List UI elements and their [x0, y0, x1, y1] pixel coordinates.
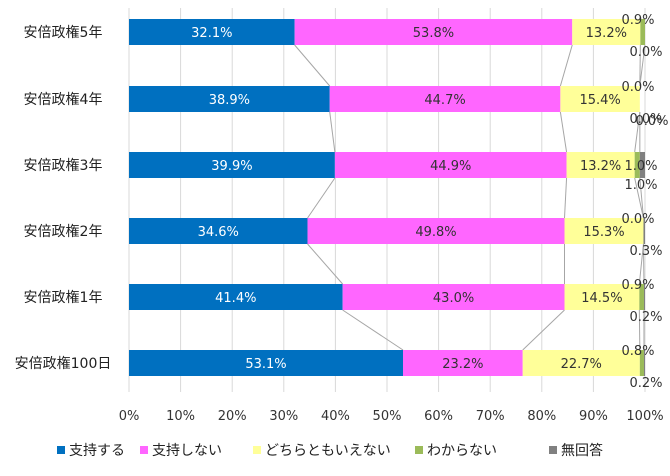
data-label: 0.0% [629, 45, 662, 60]
data-label: 23.2% [442, 357, 483, 372]
data-label: 1.0% [624, 178, 657, 193]
legend-swatch [415, 446, 423, 454]
data-label: 39.9% [211, 159, 252, 174]
series-line [343, 310, 403, 350]
legend-label: 支持する [69, 443, 125, 459]
data-label: 44.7% [424, 93, 465, 108]
data-label: 22.7% [561, 357, 602, 372]
series-line [560, 112, 566, 152]
data-label: 0.9% [621, 278, 654, 293]
data-label: 0.0% [635, 114, 668, 129]
data-label: 0.0% [621, 80, 654, 95]
legend-label: 支持しない [152, 443, 222, 459]
data-label: 49.8% [415, 225, 456, 240]
legend-label: どちらともいえない [265, 443, 391, 459]
data-label: 0.2% [629, 376, 662, 391]
series-line [330, 112, 335, 152]
data-label: 0.8% [621, 344, 654, 359]
x-tick-label: 40% [321, 409, 350, 424]
legend-swatch [140, 446, 148, 454]
stacked-bar-chart: 32.1% 53.8% 13.2%0.9%0.0%38.9% 44.7% 15.4%0.… [0, 0, 670, 476]
x-tick-label: 0% [119, 409, 140, 424]
series-line [560, 45, 572, 86]
x-tick-label: 70% [476, 409, 505, 424]
category-label: 安倍政権3年 [24, 157, 103, 174]
series-line [295, 45, 330, 86]
legend-swatch [57, 446, 65, 454]
x-tick-label: 20% [218, 409, 247, 424]
category-label: 安倍政権2年 [24, 223, 103, 240]
data-label: 0.0% [621, 212, 654, 227]
x-tick-label: 90% [579, 409, 608, 424]
x-tick-label: 30% [269, 409, 298, 424]
data-label: 13.2% [586, 26, 627, 41]
data-label: 1.0% [624, 159, 657, 174]
category-label: 安倍政権5年 [24, 24, 103, 41]
data-label: 0.9% [621, 13, 654, 28]
gridlines [129, 8, 645, 392]
x-tick-label: 50% [373, 409, 402, 424]
data-label: 43.0% [433, 291, 474, 306]
series-line [308, 178, 335, 218]
x-tick-label: 80% [527, 409, 556, 424]
category-label: 安倍政権1年 [24, 289, 103, 306]
category-label: 安倍政権4年 [24, 91, 103, 108]
data-label: 15.3% [583, 225, 624, 240]
series-line [565, 178, 567, 218]
x-tick-label: 10% [166, 409, 195, 424]
legend-swatch [549, 446, 557, 454]
data-label: 32.1% [191, 26, 232, 41]
data-label: 0.2% [629, 310, 662, 325]
legend-label: わからない [427, 443, 497, 459]
legend-swatch [253, 446, 261, 454]
series-line [308, 244, 343, 284]
category-label: 安倍政権100日 [15, 355, 112, 372]
data-label: 44.9% [430, 159, 471, 174]
data-labels: 32.1% 53.8% 13.2%0.9%0.0%38.9% 44.7% 15.4%0.… [191, 13, 668, 391]
data-label: 53.8% [413, 26, 454, 41]
data-label: 41.4% [215, 291, 256, 306]
data-label: 38.9% [209, 93, 250, 108]
series-line [523, 310, 565, 350]
legend-label: 無回答 [561, 442, 603, 459]
x-tick-label: 100% [626, 409, 663, 424]
data-label: 15.4% [579, 93, 620, 108]
x-axis-ticks: 0% 10% 20% 30% 40% 50% 60% 70% 80% 90% 100% [119, 409, 664, 424]
legend: 支持する 支持しない どちらともいえない わからない 無回答 [57, 442, 603, 459]
data-label: 53.1% [245, 357, 286, 372]
data-label: 14.5% [581, 291, 622, 306]
x-tick-label: 60% [424, 409, 453, 424]
data-label: 34.6% [198, 225, 239, 240]
data-label: 13.2% [580, 159, 621, 174]
data-label: 0.3% [629, 244, 662, 259]
